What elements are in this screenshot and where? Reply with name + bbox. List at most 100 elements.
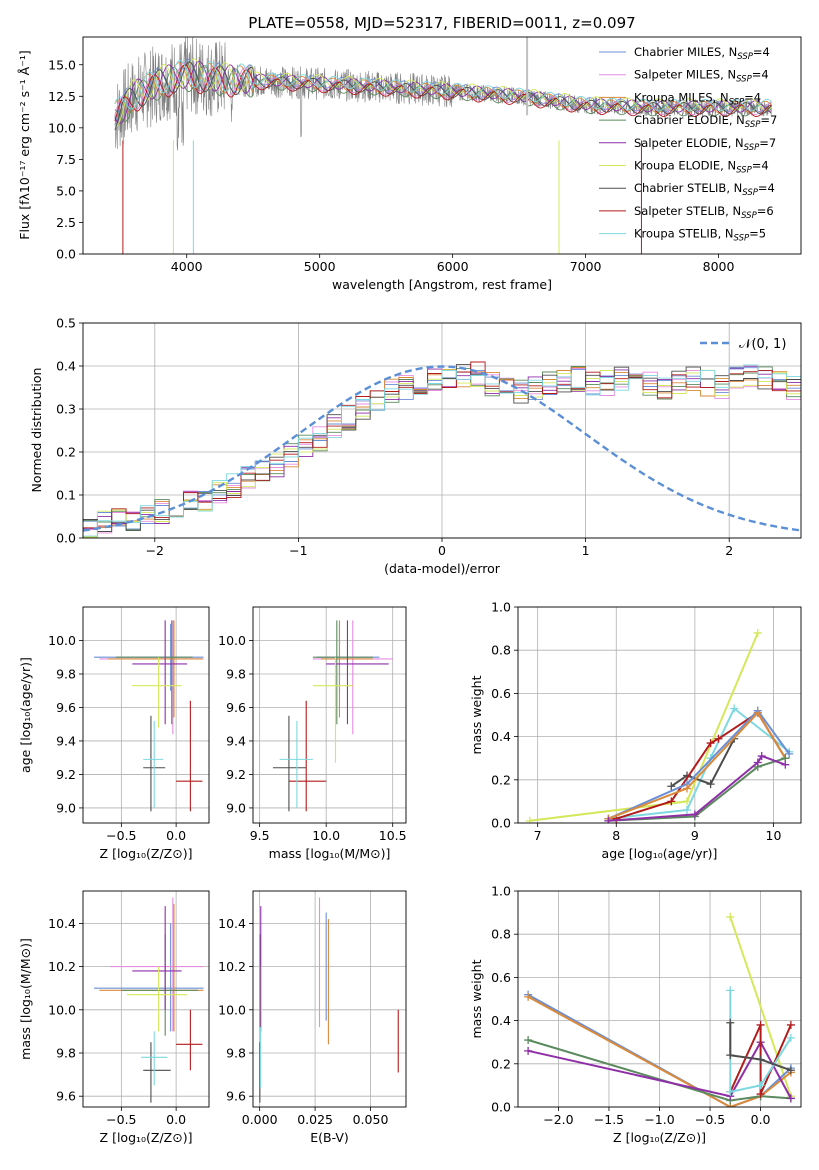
x-tick-label: 7000 bbox=[570, 259, 602, 274]
y-tick-label: 9.2 bbox=[56, 767, 76, 782]
weight-marker-ks bbox=[786, 1033, 795, 1042]
weight-line-km bbox=[608, 711, 787, 820]
y-tick-label: 0.8 bbox=[491, 643, 511, 658]
y-tick-label: 0.0 bbox=[56, 247, 76, 262]
legend-subscript: SSP bbox=[734, 234, 750, 244]
legend-entry-value: =4 bbox=[752, 159, 769, 173]
weight-marker-se bbox=[753, 758, 762, 767]
spectrum-axes: 4000 5000 6000 7000 8000 0.0 2.5 5.0 7.5 10.0 12.5… bbox=[17, 36, 802, 292]
residuals-axes: −2 −1 0 1 2 0.0 0.1 0.2 0.3 0.4 0.5 (data-model)/er… bbox=[29, 316, 802, 576]
y-tick-label: 10.2 bbox=[218, 959, 246, 974]
legend-subscript: SSP bbox=[742, 188, 758, 198]
x-tick-label: −2.0 bbox=[543, 1112, 573, 1127]
weight-marker-cs bbox=[726, 1051, 735, 1060]
x-tick-label: 8000 bbox=[703, 259, 735, 274]
residuals-plot bbox=[83, 361, 801, 538]
figure-title: PLATE=0558, MJD=52317, FIBERID=0011, z=0… bbox=[248, 14, 635, 32]
x-tick-label: 0.0 bbox=[166, 1112, 186, 1127]
age-vs-mass-frame bbox=[252, 606, 407, 824]
legend-entry-value: =4 bbox=[752, 68, 769, 82]
y-tick-label: 0.4 bbox=[56, 359, 76, 374]
y-tick-label: 0.3 bbox=[56, 402, 76, 417]
histogram-ks bbox=[83, 364, 801, 537]
y-tick-label: 9.6 bbox=[226, 1089, 246, 1104]
x-tick-label: −2 bbox=[146, 543, 164, 558]
y-tick-label: 0.2 bbox=[491, 772, 511, 787]
weight-vs-age-frame bbox=[517, 606, 802, 824]
x-tick-label: 1 bbox=[582, 543, 590, 558]
x-tick-label: 0 bbox=[438, 543, 446, 558]
weight-marker-cs bbox=[667, 782, 676, 791]
weight-marker-ke bbox=[683, 797, 692, 806]
y-tick-label: 0.0 bbox=[56, 531, 76, 546]
legend-entry-value: =7 bbox=[759, 136, 776, 150]
mass-vs-ebv-plot bbox=[259, 897, 399, 1103]
y-tick-label: 9.4 bbox=[56, 733, 76, 748]
y-tick-label: 10.0 bbox=[48, 120, 76, 135]
legend-entry-value: =5 bbox=[749, 227, 766, 241]
mass-vs-z-frame bbox=[82, 890, 210, 1108]
age-vs-mass-axes: 9.5 10.0 10.5 9.0 9.2 9.4 9.6 9.8 10.0 mass [log₁… bbox=[218, 606, 407, 861]
y-tick-label: 0.6 bbox=[491, 970, 511, 985]
y-tick-label: 0.0 bbox=[491, 816, 511, 831]
legend-entry: Kroupa ELODIE, NSSP=4 bbox=[634, 159, 769, 176]
legend-subscript: SSP bbox=[729, 97, 745, 107]
weight-marker-km bbox=[524, 992, 533, 1001]
y-tick-label: 9.8 bbox=[226, 1046, 246, 1061]
spectrum-frame bbox=[82, 36, 802, 255]
y-tick-label: 7.5 bbox=[56, 152, 76, 167]
x-tick-label: 0.050 bbox=[353, 1112, 389, 1127]
residuals-frame bbox=[82, 322, 802, 539]
x-tick-label: 10 bbox=[766, 828, 782, 843]
y-axis-label: Normed distribution bbox=[29, 368, 44, 493]
x-axis-label: Z [log₁₀(Z/Z⊙)] bbox=[613, 1130, 706, 1145]
legend-entry-value: =7 bbox=[760, 113, 777, 127]
histogram-sm bbox=[83, 368, 801, 534]
legend-entry: Kroupa STELIB, NSSP=5 bbox=[634, 227, 766, 244]
histogram-km bbox=[83, 367, 801, 538]
model-fit-ke bbox=[114, 58, 772, 128]
weight-vs-z-frame bbox=[517, 890, 802, 1108]
x-tick-label: 10.5 bbox=[379, 828, 407, 843]
weight-marker-cs bbox=[786, 1066, 795, 1075]
legend-entry: Chabrier STELIB, NSSP=4 bbox=[634, 181, 775, 198]
y-tick-label: 10.4 bbox=[48, 916, 76, 931]
x-axis-label: age [log₁₀(age/yr)] bbox=[602, 846, 718, 861]
x-axis-label: Z [log₁₀(Z/Z⊙)] bbox=[100, 1130, 193, 1145]
x-tick-label: 10.0 bbox=[312, 828, 340, 843]
y-axis-label: mass weight bbox=[469, 959, 484, 1038]
y-tick-label: 9.4 bbox=[226, 733, 246, 748]
x-tick-label: −0.5 bbox=[695, 1112, 725, 1127]
weight-line-cs bbox=[729, 1022, 792, 1072]
histogram-ke bbox=[83, 369, 801, 538]
x-tick-label: 0.025 bbox=[297, 1112, 333, 1127]
y-tick-label: 9.8 bbox=[56, 666, 76, 681]
histogram-cs bbox=[83, 364, 801, 532]
x-tick-label: −1 bbox=[289, 543, 307, 558]
y-tick-label: 12.5 bbox=[48, 89, 76, 104]
legend-entry-value: =4 bbox=[753, 45, 770, 59]
weight-line-cm bbox=[607, 709, 791, 820]
histogram-ss bbox=[83, 361, 801, 529]
weight-line-km bbox=[527, 995, 792, 1107]
mass-vs-z-plot bbox=[93, 897, 204, 1103]
mass-vs-ebv-frame bbox=[252, 890, 407, 1108]
x-tick-label: −1.0 bbox=[644, 1112, 674, 1127]
y-tick-label: 9.8 bbox=[226, 666, 246, 681]
weight-marker-ce bbox=[524, 1036, 533, 1045]
legend-entry: Chabrier MILES, NSSP=4 bbox=[634, 45, 770, 62]
legend-entry-value: =4 bbox=[744, 90, 761, 104]
x-tick-label: 4000 bbox=[171, 259, 203, 274]
weight-line-ks bbox=[608, 706, 790, 820]
weight-marker-ke bbox=[525, 816, 534, 823]
age-vs-z-plot bbox=[93, 620, 204, 812]
y-tick-label: 0.2 bbox=[491, 1056, 511, 1071]
legend-entry: 𝒩(0, 1) bbox=[739, 337, 786, 352]
y-tick-label: 0.8 bbox=[491, 927, 511, 942]
weight-marker-ks bbox=[730, 704, 739, 713]
model-fit-ss bbox=[114, 64, 772, 122]
weight-marker-ke bbox=[753, 628, 762, 637]
weight-marker-cs bbox=[706, 780, 715, 789]
weight-marker-se bbox=[781, 760, 790, 769]
weight-line-ce bbox=[527, 1039, 791, 1102]
